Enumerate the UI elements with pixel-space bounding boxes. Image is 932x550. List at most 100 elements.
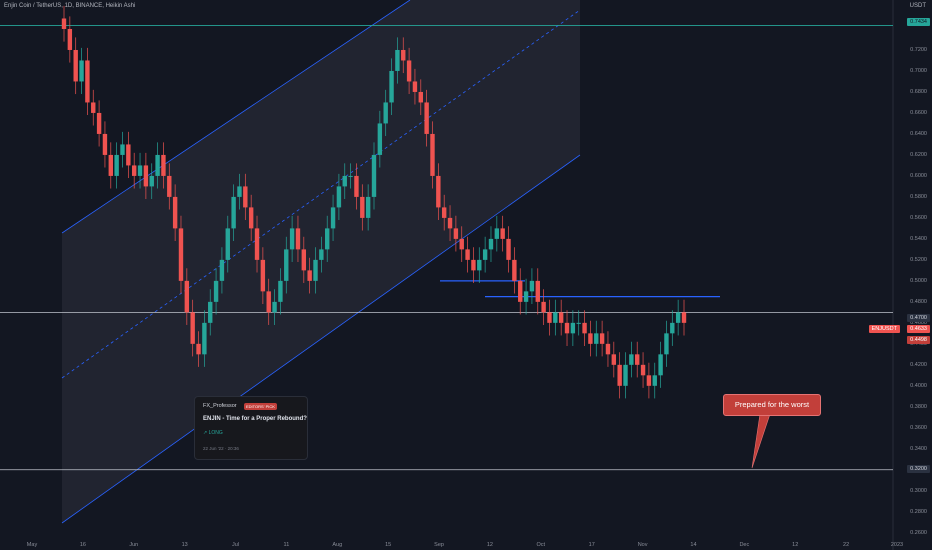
candle-body	[447, 217, 453, 229]
candle-body	[436, 175, 441, 208]
candle-body	[67, 28, 73, 50]
candle-body	[541, 301, 546, 313]
price-tick-label: 0.4000	[910, 382, 927, 389]
candle-body	[79, 60, 84, 82]
time-tick-label: Dec	[739, 542, 750, 548]
candle-body	[424, 102, 429, 134]
price-tick-label: 0.3800	[910, 403, 927, 410]
price-tick-label: 0.6400	[910, 130, 927, 137]
candle-body	[512, 259, 517, 281]
candle-body	[184, 280, 190, 313]
candle-body	[482, 249, 488, 260]
price-tick-label: 0.2600	[910, 529, 927, 536]
price-tick-label: 0.3400	[910, 445, 927, 452]
channel-mid-line	[61, 9, 581, 379]
axis-unit-label: USDT	[909, 3, 926, 9]
price-tag-mid-level: 0.4700	[907, 314, 930, 322]
candle-body	[535, 280, 540, 302]
editors-pick-badge: EDITORS' PICK	[244, 403, 277, 410]
time-tick-label: Jul	[232, 542, 240, 548]
callout-pointer	[751, 413, 771, 469]
candle-body	[96, 112, 102, 134]
callout-note[interactable]: Prepared for the worst	[723, 394, 821, 416]
candle-body	[401, 49, 406, 61]
candle-body	[500, 228, 505, 239]
candle-body	[594, 333, 599, 344]
idea-direction: ↗ LONG	[203, 430, 223, 436]
candle-body	[248, 207, 254, 229]
idea-title[interactable]: ENJIN - Time for a Proper Rebound?	[203, 416, 307, 422]
candle-body	[459, 238, 464, 250]
candle-body	[284, 249, 289, 281]
candle-body	[272, 301, 277, 313]
candle-body	[564, 322, 570, 334]
candle-body	[336, 186, 342, 208]
candle-body	[488, 238, 494, 250]
idea-author[interactable]: FX_Professor	[203, 403, 237, 409]
candle-body	[547, 312, 552, 323]
candle-body	[412, 81, 418, 92]
candle-body	[365, 196, 371, 218]
candle-body	[617, 364, 622, 386]
candle-body	[161, 154, 166, 176]
candle-body	[465, 249, 470, 260]
price-tag-current: 0.4633	[907, 325, 930, 333]
candle-body	[278, 280, 283, 302]
channel-lower-line	[61, 154, 581, 524]
candle-body	[553, 312, 558, 323]
idea-card[interactable]: FX_Professor EDITORS' PICK ENJIN - Time …	[194, 396, 308, 460]
candle-body	[383, 102, 388, 124]
price-tick-label: 0.5800	[910, 193, 927, 200]
candle-body	[307, 270, 312, 281]
price-tick-label: 0.6200	[910, 151, 927, 158]
candle-body	[646, 375, 652, 386]
price-tick-label: 0.5400	[910, 235, 927, 242]
price-tick-label: 0.6600	[910, 109, 927, 116]
candle-body	[471, 259, 476, 271]
candle-body	[664, 333, 669, 355]
candle-body	[342, 175, 347, 187]
candle-body	[681, 312, 687, 323]
candle-body	[319, 249, 324, 260]
candle-body	[131, 165, 137, 176]
candle-body	[289, 228, 295, 250]
candle-body	[85, 60, 90, 103]
candle-body	[149, 175, 154, 187]
candle-body	[453, 228, 459, 239]
time-tick-label: Sep	[434, 542, 444, 548]
candle-body	[611, 354, 617, 365]
candle-body	[406, 60, 412, 82]
candle-body	[377, 123, 383, 155]
candle-body	[225, 228, 230, 260]
candle-body	[395, 49, 400, 71]
time-tick-label: 13	[181, 542, 188, 548]
candle-body	[518, 280, 523, 302]
candle-body	[178, 228, 184, 281]
candle-body	[254, 228, 260, 260]
candle-body	[582, 322, 587, 334]
candle-body	[301, 249, 307, 271]
candle-body	[430, 133, 435, 176]
candle-body	[91, 102, 96, 113]
price-tick-label: 0.5200	[910, 256, 927, 263]
candle-body	[599, 333, 605, 344]
candle-body	[266, 291, 271, 313]
candle-body	[441, 207, 447, 218]
price-tick-label: 0.2800	[910, 508, 927, 515]
candle-body	[477, 259, 482, 271]
candle-body	[237, 186, 242, 197]
candle-body	[523, 291, 529, 302]
candle-body	[202, 322, 207, 355]
candle-body	[73, 49, 78, 82]
candle-body	[313, 259, 318, 281]
candle-body	[529, 280, 535, 292]
time-tick-label: 17	[588, 542, 595, 548]
candle-body	[295, 228, 301, 250]
candle-body	[635, 354, 640, 365]
candle-body	[196, 343, 201, 355]
candle-body	[360, 196, 365, 218]
candle-body	[213, 280, 219, 302]
candle-body	[348, 175, 353, 177]
time-tick-label: 22	[843, 542, 850, 548]
